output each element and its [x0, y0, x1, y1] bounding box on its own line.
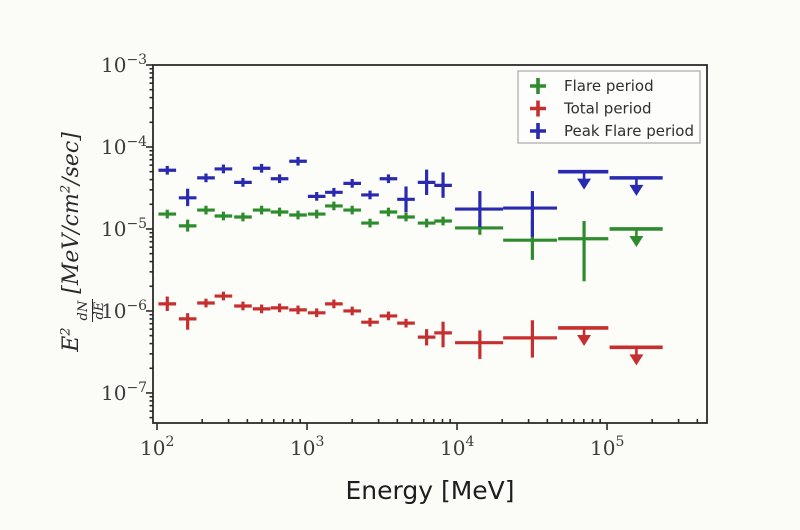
legend-label: Total period	[563, 100, 652, 118]
legend-label: Peak Flare period	[564, 122, 694, 140]
y-tick-label: 10−7	[101, 380, 147, 405]
legend-plus-marker-icon	[530, 78, 546, 94]
ylabel-units: [MeV/cm	[59, 193, 84, 294]
x-tick-label: 105	[590, 434, 624, 460]
ylabel-fraction: dN dE	[76, 298, 108, 323]
legend-box	[517, 70, 701, 144]
series-total-period	[158, 291, 663, 366]
upper-limit-arrow-icon	[629, 184, 644, 196]
legend-plus-marker-icon	[530, 100, 546, 117]
y-tick-label: 10−6	[101, 298, 147, 323]
fraction-denominator: dE	[92, 301, 108, 320]
y-tick-label: 10−4	[101, 134, 147, 159]
x-tick-label: 102	[140, 434, 174, 460]
x-tick-label: 104	[440, 434, 474, 460]
upper-limit-arrow-icon	[577, 334, 592, 346]
fraction-numerator: dN	[76, 298, 94, 323]
legend-label: Flare period	[564, 77, 654, 95]
x-tick-label: 103	[290, 434, 324, 460]
legend: Flare period Total period Peak Flare perio…	[517, 70, 701, 144]
series-peak-flare-period	[158, 156, 663, 237]
ylabel-units-end: /sec]	[59, 132, 84, 185]
upper-limit-arrow-icon	[629, 235, 644, 247]
ylabel-units-exponent: 2	[58, 184, 74, 194]
upper-limit-arrow-icon	[629, 354, 644, 366]
ylabel-symbol: E	[59, 335, 84, 352]
x-axis-label: Energy [MeV]	[345, 476, 515, 505]
legend-plus-marker-icon	[530, 123, 546, 139]
axes-border	[152, 64, 708, 424]
y-tick-label: 10−3	[101, 52, 147, 77]
ylabel-symbol-exponent: 2	[58, 327, 74, 336]
y-axis-label: E2 dN dE [MeV/cm2/sec]	[52, 97, 108, 387]
tick-labels: 102 103 104 105 10−3 10−4 10−5 10−6 10−7	[101, 52, 624, 460]
upper-limit-arrow-icon	[577, 178, 592, 190]
y-tick-label: 10−5	[101, 216, 147, 241]
